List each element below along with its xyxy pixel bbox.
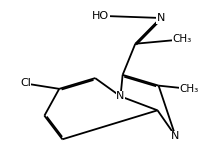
Text: N: N [157,13,165,23]
Text: CH₃: CH₃ [172,34,191,45]
Text: CH₃: CH₃ [180,84,199,94]
Text: N: N [171,131,180,141]
Text: N: N [116,91,125,101]
Text: Cl: Cl [20,78,31,88]
Text: HO: HO [92,11,109,21]
